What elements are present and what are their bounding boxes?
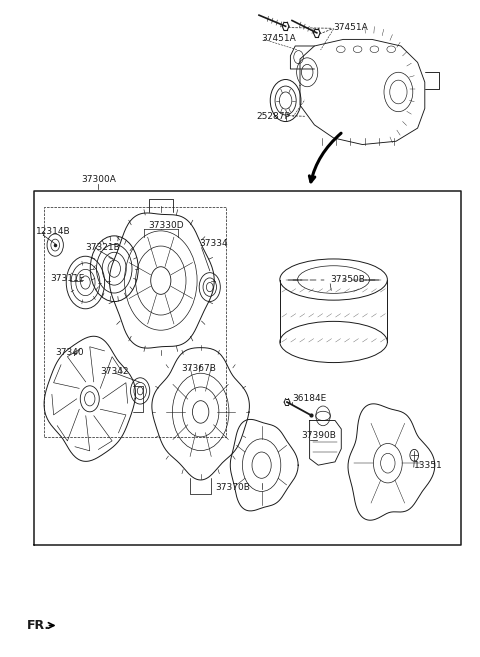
Text: 37451A: 37451A [262, 34, 296, 43]
Text: 12314B: 12314B [36, 227, 71, 236]
Text: FR.: FR. [26, 619, 49, 632]
Text: 37330D: 37330D [148, 221, 183, 230]
Text: 37300A: 37300A [81, 175, 116, 184]
Text: 37350B: 37350B [330, 275, 365, 284]
Text: 37370B: 37370B [216, 483, 250, 492]
Text: 36184E: 36184E [292, 394, 326, 403]
Text: 37367B: 37367B [181, 364, 216, 373]
Text: 37451A: 37451A [334, 23, 368, 32]
Text: 37342: 37342 [100, 367, 128, 376]
Text: 37321B: 37321B [85, 242, 120, 252]
Text: 25287P: 25287P [257, 112, 291, 122]
Text: 37334: 37334 [199, 239, 228, 248]
Text: 13351: 13351 [414, 461, 443, 470]
Text: 37390B: 37390B [301, 431, 336, 440]
Text: 37311E: 37311E [50, 274, 85, 283]
Text: 37340: 37340 [55, 348, 84, 357]
